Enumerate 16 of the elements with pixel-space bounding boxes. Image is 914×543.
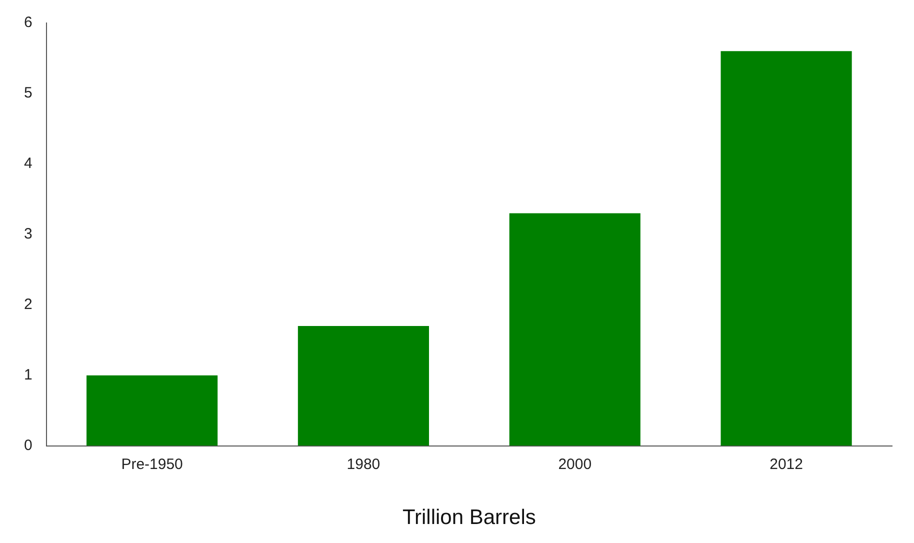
y-tick-label: 0 (24, 436, 32, 454)
y-tick-label: 4 (24, 155, 32, 172)
y-tick-label: 2 (24, 296, 32, 314)
x-tick-label: Pre-1950 (121, 456, 183, 473)
y-tick-label: 3 (24, 226, 32, 243)
bar (86, 375, 218, 446)
x-tick-label: 1980 (346, 456, 380, 473)
x-tick-label: 2012 (770, 456, 803, 473)
y-tick-label: 5 (24, 84, 32, 102)
bar (509, 213, 640, 446)
x-tick-label: 2000 (558, 456, 592, 473)
bar (298, 326, 430, 446)
y-tick-label: 6 (24, 14, 32, 32)
bar (720, 51, 852, 446)
x-axis-title: Trillion Barrels (402, 506, 536, 530)
y-tick-label: 1 (24, 366, 32, 384)
